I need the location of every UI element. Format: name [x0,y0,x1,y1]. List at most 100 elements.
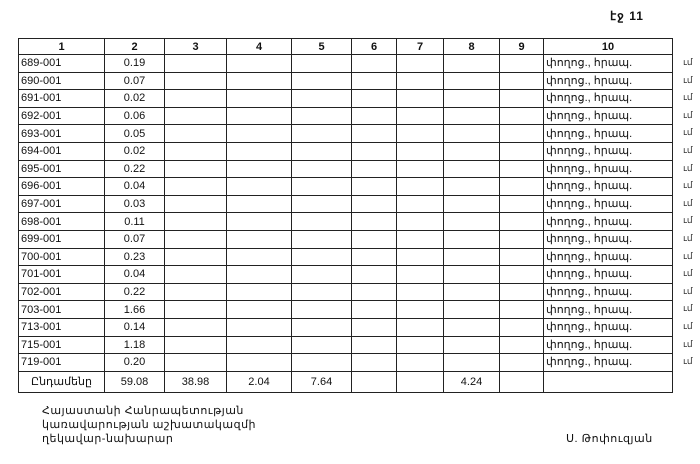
parcel-id-cell: 697-001 [18,194,105,214]
empty-cell [499,282,544,302]
empty-cell [226,212,292,231]
purpose-cell: փողոց., հրապ. [543,282,673,302]
table-row: 719-001 0.20 փողոց., հրապ. [18,353,673,372]
empty-cell [291,335,352,355]
total-row: Ընդամենը 59.08 38.98 2.04 7.64 4.24 [18,370,673,393]
empty-cell [443,71,500,91]
empty-cell [396,124,444,143]
empty-cell [351,335,397,355]
title-line: Հայաստանի Հանրապետության [42,405,244,417]
empty-cell [164,335,227,355]
empty-cell [499,141,544,161]
parcel-id-cell: 692-001 [18,106,105,126]
empty-cell [226,54,292,73]
empty-cell [499,159,544,179]
empty-cell [164,71,227,91]
margin-mark: ւմ [683,338,693,349]
empty-cell [291,54,352,73]
empty-cell [351,194,397,214]
margin-mark: ւմ [683,92,693,103]
area-cell: 0.07 [104,71,165,91]
empty-cell [351,247,397,267]
column-header: 1 [18,38,105,55]
empty-cell [291,71,352,91]
empty-cell [351,71,397,91]
empty-cell [291,353,352,372]
empty-cell [291,89,352,108]
column-header: 4 [226,38,292,55]
purpose-cell: փողոց., հրապ. [543,71,673,91]
empty-cell [164,54,227,73]
empty-cell [443,194,500,214]
empty-cell [396,229,444,249]
parcel-id-cell: 719-001 [18,353,105,372]
margin-mark: ւմ [683,180,693,191]
margin-mark: ւմ [683,321,693,331]
empty-cell [396,265,444,284]
empty-cell [396,141,444,161]
total-cell: 38.98 [164,370,227,393]
empty-cell [499,353,544,372]
empty-cell [443,247,500,267]
table-row: 699-001 0.07 փողոց., հրապ. [18,229,673,249]
parcel-id-cell: 700-001 [18,247,105,267]
column-header: 5 [291,38,352,55]
empty-cell [443,317,500,337]
empty-cell [226,89,292,108]
margin-mark: ւմ [683,303,693,314]
total-label: Ընդամենը [18,370,105,393]
empty-cell [499,54,544,73]
margin-mark: ւմ [683,250,693,261]
empty-cell [351,265,397,284]
table-row: 700-001 0.23 փողոց., հրապ. [18,247,673,267]
empty-cell [443,335,500,355]
empty-cell [351,300,397,319]
empty-cell [291,106,352,126]
parcel-id-cell: 702-001 [18,282,105,302]
empty-cell [443,54,500,73]
area-cell: 0.22 [104,159,165,179]
empty-cell [291,177,352,196]
column-header: 9 [499,38,544,55]
total-cell: 4.24 [443,370,500,393]
empty-cell [351,141,397,161]
empty-cell [291,124,352,143]
empty-cell [396,159,444,179]
area-cell: 0.07 [104,229,165,249]
parcel-id-cell: 713-001 [18,317,105,337]
empty-cell [443,106,500,126]
table-row: 692-001 0.06 փողոց., հրապ. [18,106,673,126]
empty-cell [351,106,397,126]
empty-cell [443,141,500,161]
purpose-cell: փողոց., հրապ. [543,106,673,126]
purpose-cell: փողոց., հրապ. [543,212,673,231]
table-row: 703-001 1.66 փողոց., հրապ. [18,300,673,319]
title-line: ղեկավար-նախարար [42,433,174,445]
empty-cell [396,353,444,372]
area-cell: 0.22 [104,282,165,302]
table-row: 694-001 0.02 փողոց., հրապ. [18,141,673,161]
empty-cell [396,54,444,73]
parcel-id-cell: 693-001 [18,124,105,143]
total-cell: 59.08 [104,370,165,393]
margin-mark: ւմ [683,127,693,138]
empty-cell [396,89,444,108]
empty-cell [164,229,227,249]
empty-cell [499,177,544,196]
empty-cell [164,159,227,179]
empty-cell [226,71,292,91]
purpose-cell: փողոց., հրապ. [543,141,673,161]
empty-cell [499,212,544,231]
empty-cell [226,194,292,214]
empty-cell [291,282,352,302]
column-header: 7 [396,38,444,55]
margin-mark: ւմ [683,215,693,226]
column-header: 8 [443,38,500,55]
empty-cell [396,106,444,126]
total-cell: 2.04 [226,370,292,393]
empty-cell [443,229,500,249]
empty-cell [443,159,500,179]
purpose-cell: փողոց., հրապ. [543,300,673,319]
area-cell: 0.14 [104,317,165,337]
parcel-id-cell: 689-001 [18,54,105,73]
